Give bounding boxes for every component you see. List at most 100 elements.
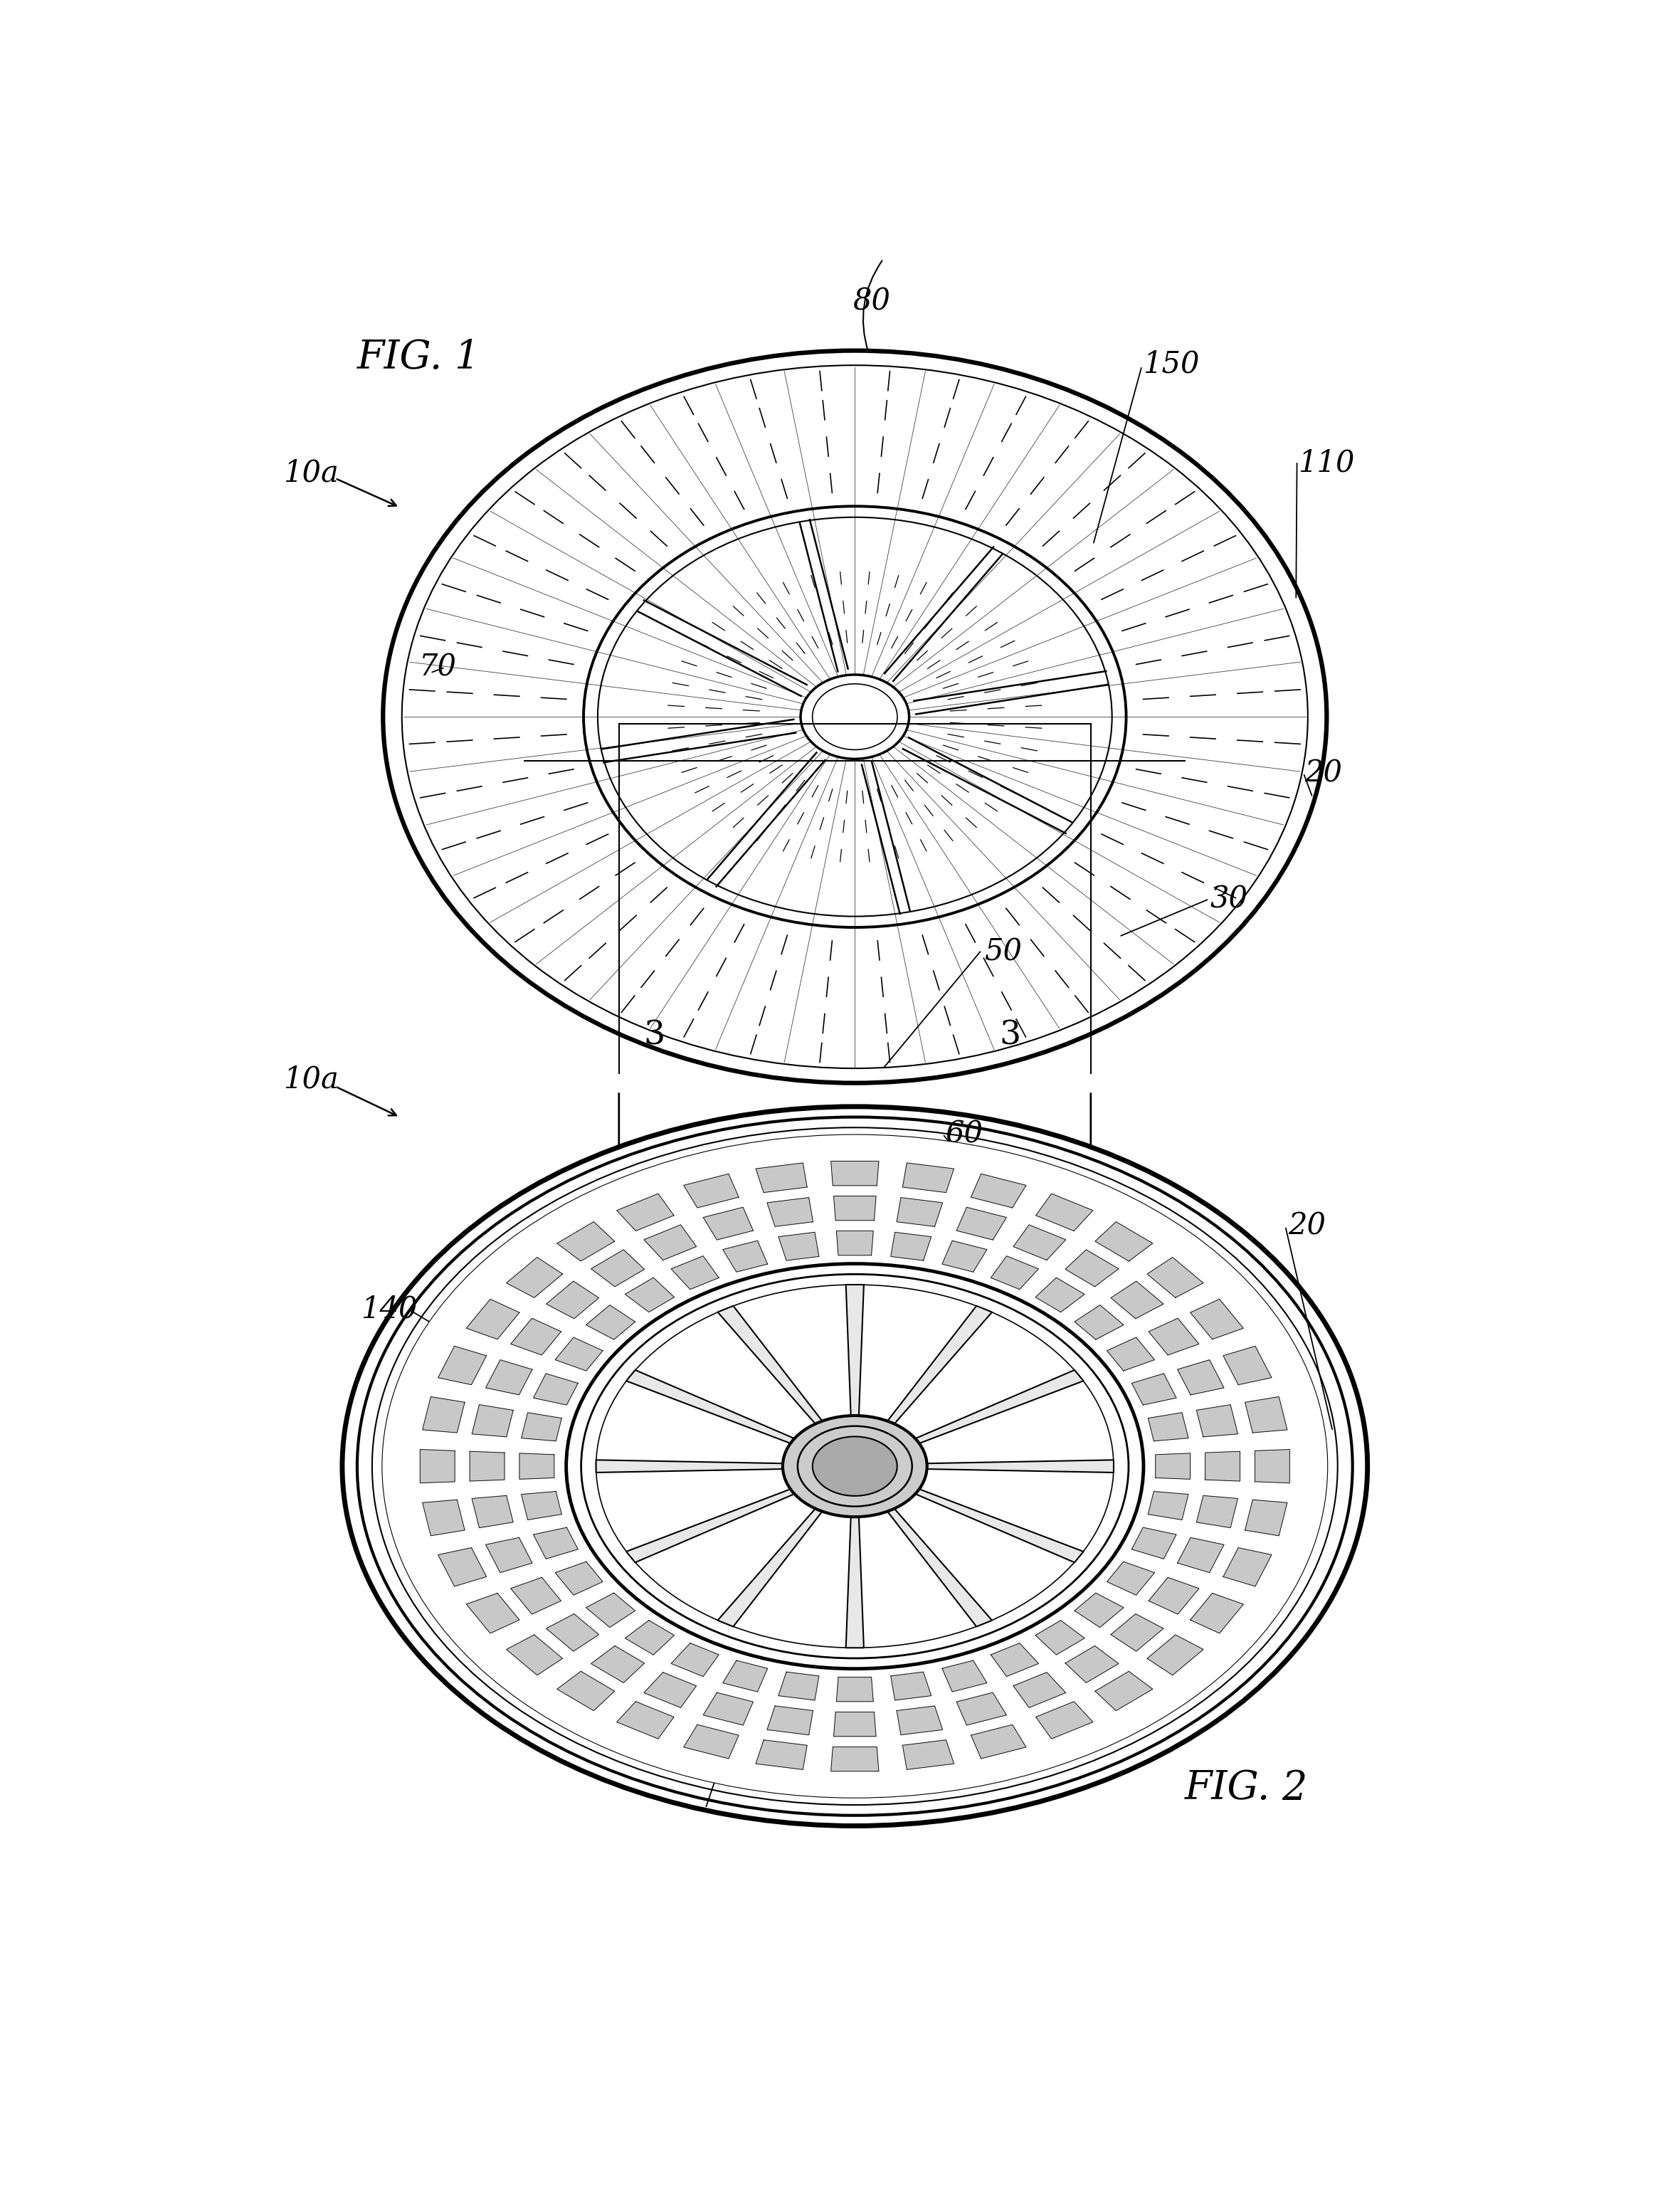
Polygon shape [507,1635,562,1674]
Polygon shape [1131,1528,1176,1559]
Polygon shape [779,1232,819,1261]
Polygon shape [834,1197,876,1221]
Polygon shape [722,1241,767,1272]
Polygon shape [1148,1491,1188,1520]
Polygon shape [590,1646,644,1683]
Polygon shape [767,1705,812,1734]
Text: 50: 50 [984,938,1022,967]
Polygon shape [617,1194,674,1230]
Polygon shape [510,1318,560,1356]
Polygon shape [956,1692,1006,1725]
Polygon shape [1196,1405,1238,1438]
Polygon shape [485,1360,532,1396]
Polygon shape [1014,1672,1066,1708]
Polygon shape [704,1208,754,1241]
Text: 80: 80 [852,285,891,316]
Polygon shape [1111,1281,1164,1318]
Text: 20: 20 [1288,1212,1326,1241]
Polygon shape [545,1615,599,1652]
Polygon shape [1149,1577,1199,1615]
Polygon shape [439,1347,487,1385]
Text: FIG. 2: FIG. 2 [1184,1770,1308,1807]
Text: 20: 20 [1304,759,1343,787]
Polygon shape [836,1230,874,1254]
Polygon shape [1191,1593,1243,1632]
Polygon shape [626,1369,794,1442]
Polygon shape [555,1338,602,1371]
Polygon shape [897,1705,942,1734]
Ellipse shape [384,352,1326,1084]
Polygon shape [626,1621,674,1655]
Polygon shape [916,1369,1084,1442]
Text: 140: 140 [360,1294,417,1325]
Polygon shape [1036,1621,1084,1655]
Polygon shape [1191,1298,1243,1338]
Polygon shape [846,1285,864,1416]
Polygon shape [991,1256,1039,1290]
Polygon shape [887,1509,992,1626]
Text: 150: 150 [1143,349,1199,378]
Polygon shape [956,1208,1006,1241]
Polygon shape [916,1489,1084,1562]
Polygon shape [644,1225,696,1261]
Polygon shape [595,1460,782,1473]
Polygon shape [1066,1250,1119,1287]
Polygon shape [545,1281,599,1318]
Polygon shape [927,1460,1114,1473]
Polygon shape [1223,1347,1271,1385]
Polygon shape [467,1593,519,1632]
Polygon shape [555,1562,602,1595]
Polygon shape [1206,1451,1239,1482]
Polygon shape [557,1221,614,1261]
Polygon shape [557,1672,614,1710]
Polygon shape [1096,1672,1153,1710]
Polygon shape [1148,1635,1203,1674]
Text: 60: 60 [946,1119,982,1148]
Polygon shape [590,1250,644,1287]
Polygon shape [891,1672,931,1701]
Polygon shape [507,1256,562,1298]
Polygon shape [1036,1701,1093,1739]
Polygon shape [1131,1374,1176,1405]
Polygon shape [684,1175,739,1208]
Polygon shape [1223,1548,1271,1586]
Polygon shape [1178,1537,1224,1573]
Text: 40: 40 [1258,1405,1296,1436]
Polygon shape [1156,1453,1191,1480]
Polygon shape [1148,1413,1188,1440]
Polygon shape [902,1164,954,1192]
Polygon shape [510,1577,560,1615]
Polygon shape [717,1509,822,1626]
Polygon shape [1014,1225,1066,1261]
Polygon shape [1074,1305,1124,1340]
Ellipse shape [812,1436,897,1495]
Polygon shape [1111,1615,1164,1652]
Polygon shape [1244,1500,1288,1535]
Ellipse shape [801,675,909,759]
Polygon shape [779,1672,819,1701]
Ellipse shape [782,1416,927,1517]
Polygon shape [846,1517,864,1648]
Polygon shape [1148,1256,1203,1298]
Polygon shape [534,1528,579,1559]
Text: 50: 50 [674,1750,712,1778]
Polygon shape [1254,1449,1289,1482]
Polygon shape [522,1491,562,1520]
Polygon shape [522,1413,562,1440]
Polygon shape [472,1495,514,1528]
Polygon shape [585,1593,636,1628]
Polygon shape [422,1500,465,1535]
Polygon shape [684,1725,739,1759]
Polygon shape [1036,1279,1084,1312]
Polygon shape [585,1305,636,1340]
Polygon shape [485,1537,532,1573]
Polygon shape [626,1489,794,1562]
Text: 10a: 10a [284,458,339,489]
Polygon shape [1108,1338,1154,1371]
Text: FIG. 1: FIG. 1 [357,338,480,376]
Polygon shape [887,1305,992,1425]
Polygon shape [472,1405,514,1438]
Polygon shape [722,1661,767,1692]
Polygon shape [1096,1221,1153,1261]
Polygon shape [704,1692,754,1725]
